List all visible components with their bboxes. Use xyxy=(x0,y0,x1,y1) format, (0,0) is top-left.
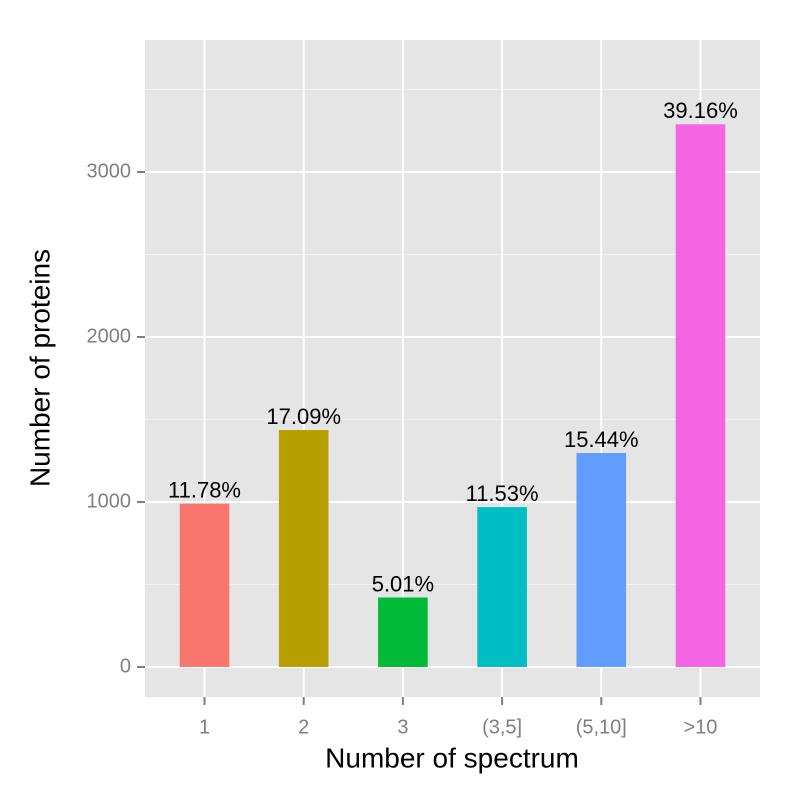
y-tick-label: 0 xyxy=(120,655,131,677)
x-axis-title: Number of spectrum xyxy=(325,742,579,773)
bar xyxy=(179,503,230,667)
bar xyxy=(675,124,726,667)
bar-label: 39.16% xyxy=(663,98,738,123)
bar xyxy=(278,430,329,667)
plot-panel xyxy=(145,40,760,697)
y-tick-label: 3000 xyxy=(87,160,132,182)
bar-label: 11.53% xyxy=(466,481,539,506)
y-axis-title: Number of proteins xyxy=(24,249,55,487)
bar-label: 11.78% xyxy=(168,477,241,502)
x-tick-label: 3 xyxy=(397,716,408,738)
y-tick-label: 1000 xyxy=(87,490,132,512)
x-tick-label: 1 xyxy=(199,716,210,738)
bar-label: 5.01% xyxy=(372,571,434,596)
bar-label: 17.09% xyxy=(266,404,341,429)
x-tick-label: 2 xyxy=(298,716,309,738)
x-tick-label: (3,5] xyxy=(482,716,522,738)
y-tick-label: 2000 xyxy=(87,325,132,347)
x-tick-label: (5,10] xyxy=(576,716,627,738)
bar xyxy=(477,507,527,667)
x-tick-label: >10 xyxy=(684,716,718,738)
bar xyxy=(378,597,428,667)
bar-label: 15.44% xyxy=(564,427,639,452)
bar xyxy=(576,452,627,667)
